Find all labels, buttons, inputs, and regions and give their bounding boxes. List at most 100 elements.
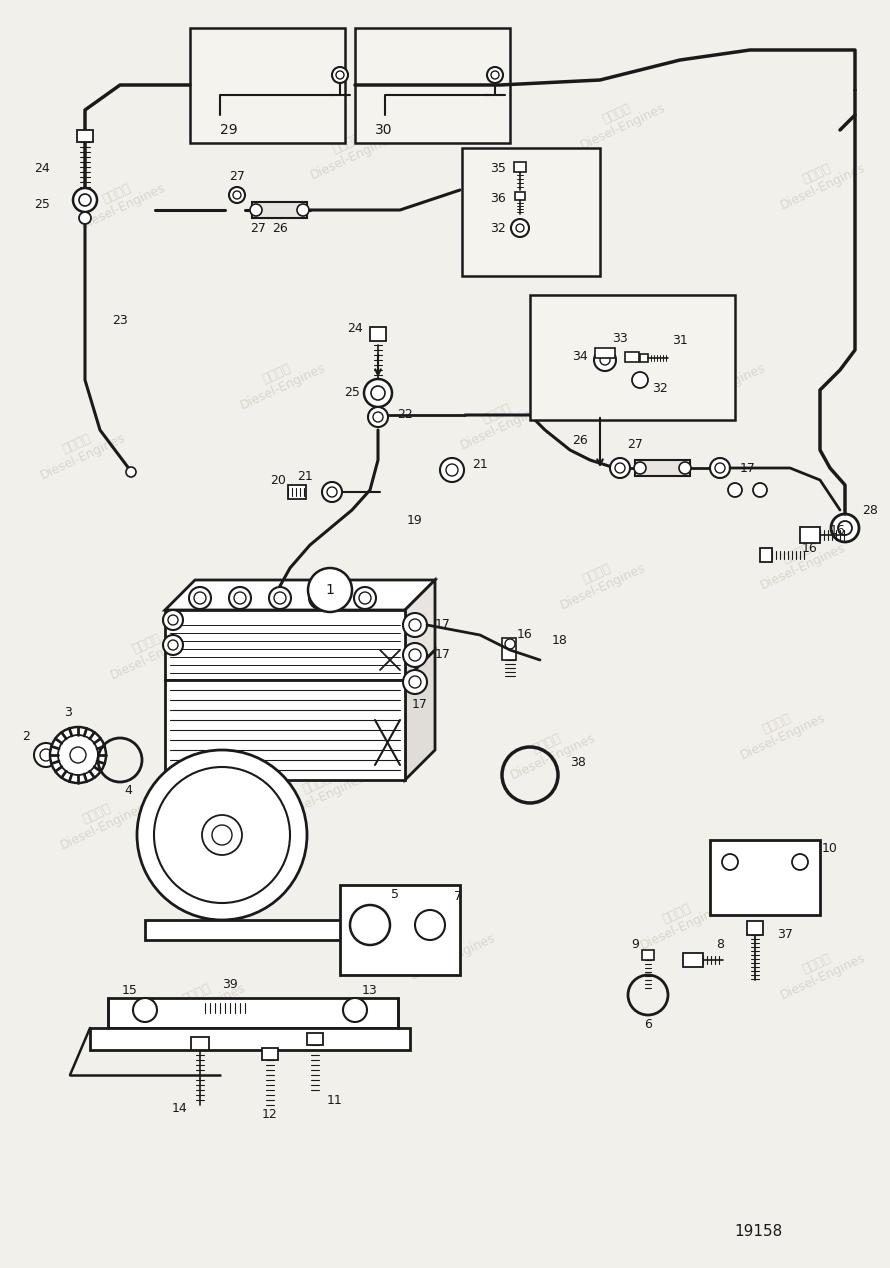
Text: 25: 25: [344, 387, 360, 399]
Text: 30: 30: [375, 123, 392, 137]
Text: 11: 11: [328, 1093, 343, 1107]
Text: 10: 10: [822, 842, 838, 855]
Text: 4: 4: [124, 784, 132, 796]
Bar: [262, 1047, 278, 1060]
Text: 3: 3: [64, 706, 72, 719]
Circle shape: [679, 462, 691, 474]
Circle shape: [487, 67, 503, 82]
Polygon shape: [165, 579, 435, 610]
Circle shape: [126, 467, 136, 477]
Text: 34: 34: [572, 350, 588, 363]
Text: 19: 19: [407, 514, 423, 526]
Bar: [108, 998, 398, 1028]
Bar: [307, 1033, 323, 1045]
Circle shape: [79, 194, 91, 205]
Text: 紫发动力
Diesel-Engines: 紫发动力 Diesel-Engines: [502, 718, 598, 782]
Circle shape: [415, 910, 445, 940]
Text: 紫发动力
Diesel-Engines: 紫发动力 Diesel-Engines: [752, 527, 848, 592]
Bar: [252, 202, 307, 218]
Circle shape: [322, 482, 342, 502]
Text: 36: 36: [490, 191, 506, 204]
Circle shape: [233, 191, 241, 199]
Circle shape: [511, 219, 529, 237]
Circle shape: [70, 747, 86, 763]
Circle shape: [491, 71, 499, 79]
Text: 紫发动力
Diesel-Engines: 紫发动力 Diesel-Engines: [672, 347, 768, 412]
Circle shape: [403, 612, 427, 637]
Circle shape: [373, 412, 383, 422]
Text: 21: 21: [297, 469, 313, 483]
Circle shape: [343, 998, 367, 1022]
Circle shape: [838, 521, 852, 535]
Text: 15: 15: [122, 984, 138, 997]
Text: 紫发动力
Diesel-Engines: 紫发动力 Diesel-Engines: [732, 697, 828, 762]
Circle shape: [409, 676, 421, 689]
Text: 6: 6: [644, 1018, 652, 1031]
Text: 27: 27: [250, 222, 266, 235]
Circle shape: [327, 487, 337, 497]
Text: 7: 7: [454, 890, 462, 904]
Text: 23: 23: [112, 313, 128, 326]
Bar: [433, 893, 447, 905]
Text: 紫发动力
Diesel-Engines: 紫发动力 Diesel-Engines: [232, 347, 328, 412]
Text: 22: 22: [397, 408, 413, 421]
Circle shape: [409, 649, 421, 661]
Text: 紫发动力
Diesel-Engines: 紫发动力 Diesel-Engines: [552, 548, 648, 612]
Circle shape: [728, 483, 742, 497]
Text: 18: 18: [552, 634, 568, 647]
Polygon shape: [405, 650, 435, 780]
Text: 2: 2: [22, 730, 30, 743]
Text: 27: 27: [627, 439, 643, 451]
Text: 17: 17: [435, 619, 451, 631]
Circle shape: [40, 749, 52, 761]
Bar: [462, 148, 600, 276]
Circle shape: [610, 458, 630, 478]
Text: 紫发动力
Diesel-Engines: 紫发动力 Diesel-Engines: [572, 87, 668, 152]
Text: 17: 17: [435, 648, 451, 662]
Bar: [515, 191, 525, 200]
Text: 紫发动力
Diesel-Engines: 紫发动力 Diesel-Engines: [32, 417, 128, 482]
Text: 24: 24: [34, 161, 50, 175]
Text: 紫发动力
Diesel-Engines: 紫发动力 Diesel-Engines: [102, 618, 198, 682]
Bar: [625, 353, 639, 361]
Text: 28: 28: [862, 503, 878, 516]
Text: 16: 16: [830, 524, 845, 536]
Circle shape: [516, 224, 524, 232]
Circle shape: [189, 587, 211, 609]
Bar: [710, 839, 820, 915]
Text: 5: 5: [391, 889, 399, 902]
Text: 39: 39: [222, 979, 238, 992]
Circle shape: [440, 458, 464, 482]
Circle shape: [314, 592, 326, 604]
Circle shape: [332, 67, 348, 82]
Text: 紫发动力
Diesel-Engines: 紫发动力 Diesel-Engines: [402, 918, 498, 983]
Circle shape: [229, 587, 251, 609]
Circle shape: [234, 592, 246, 604]
Circle shape: [168, 615, 178, 625]
Circle shape: [722, 855, 738, 870]
Text: 紫发动力
Diesel-Engines: 紫发动力 Diesel-Engines: [152, 967, 247, 1032]
Circle shape: [371, 385, 385, 399]
Bar: [640, 354, 648, 361]
Text: 紫发动力
Diesel-Engines: 紫发动力 Diesel-Engines: [452, 388, 548, 453]
Text: 35: 35: [490, 161, 506, 175]
Text: 17: 17: [412, 699, 428, 711]
Circle shape: [446, 464, 458, 476]
Bar: [514, 162, 526, 172]
Circle shape: [350, 905, 390, 945]
Bar: [502, 638, 516, 661]
Circle shape: [194, 592, 206, 604]
Circle shape: [403, 670, 427, 694]
Bar: [288, 484, 306, 500]
Circle shape: [715, 463, 725, 473]
Bar: [760, 548, 772, 562]
Circle shape: [297, 204, 309, 216]
Circle shape: [212, 825, 232, 844]
Bar: [340, 885, 460, 975]
Text: 紫发动力
Diesel-Engines: 紫发动力 Diesel-Engines: [773, 148, 868, 212]
Text: 20: 20: [270, 473, 286, 487]
Bar: [165, 610, 405, 680]
Text: 27: 27: [229, 170, 245, 184]
Bar: [595, 347, 615, 358]
Text: 31: 31: [672, 333, 688, 346]
